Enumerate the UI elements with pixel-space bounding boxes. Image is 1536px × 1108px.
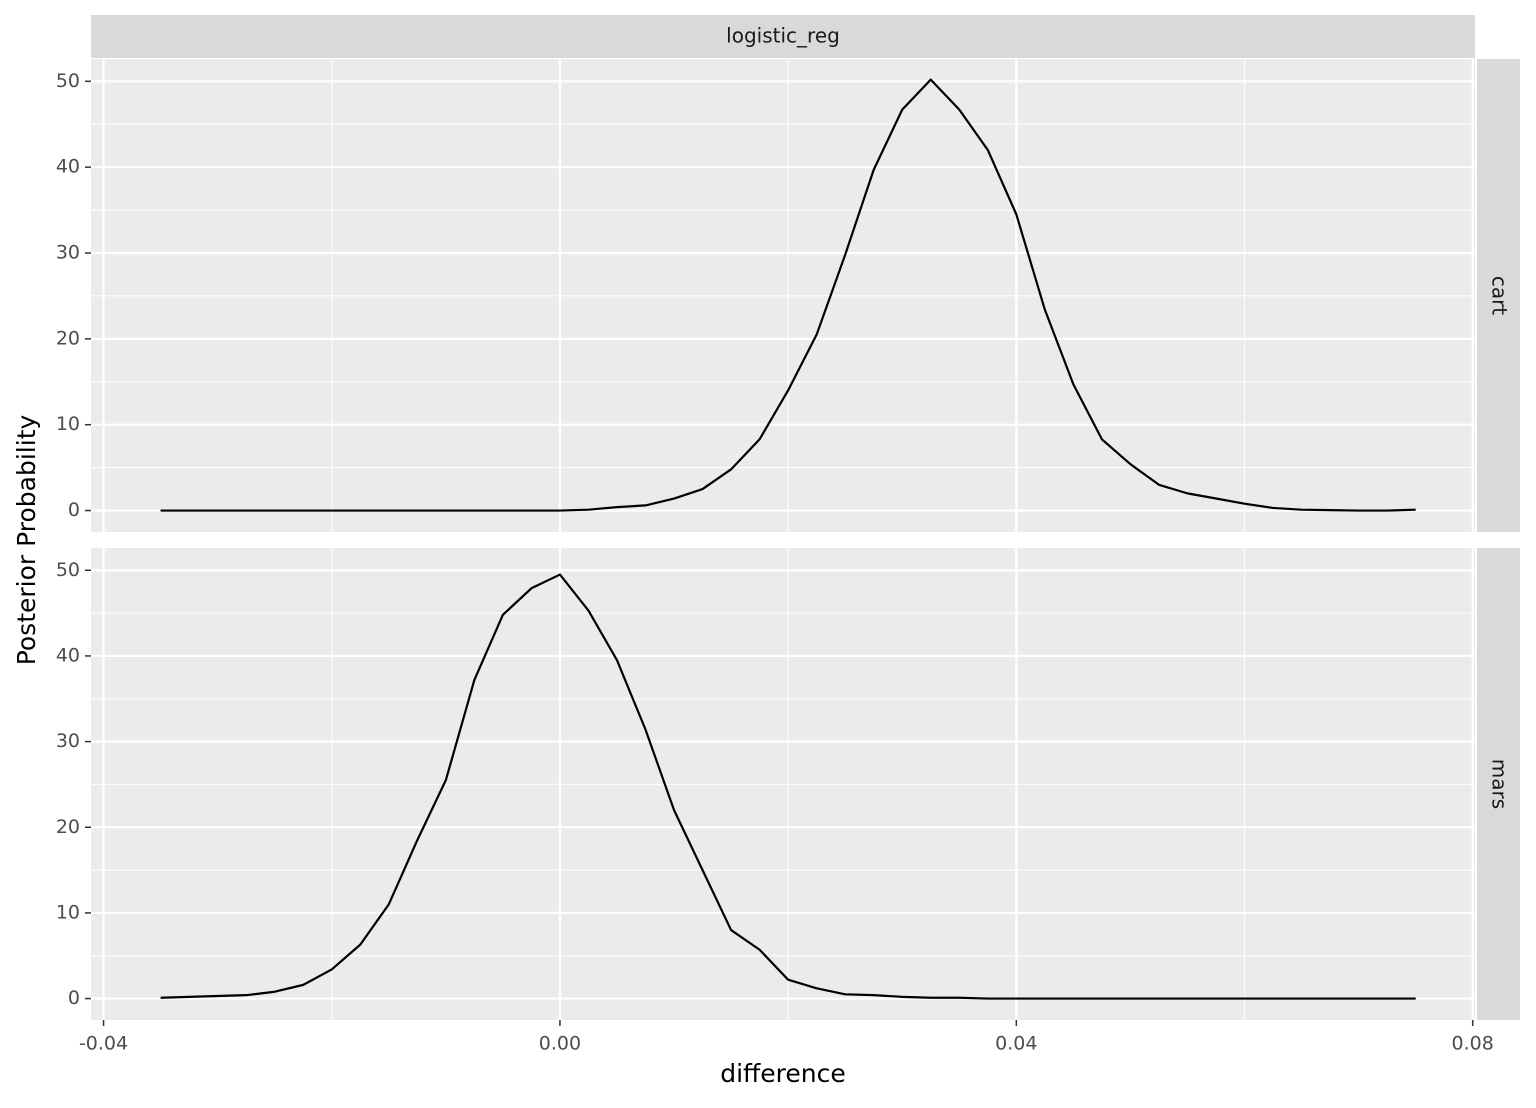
density-line [160,573,1416,1000]
row-strip [1477,548,1520,1020]
y-tick-label: 30 [56,730,80,752]
y-tick-label: 50 [56,559,80,581]
y-tick-label: 10 [56,413,80,435]
y-tick-label: 30 [56,242,80,264]
row-strip [1477,59,1520,532]
y-tick-label: 0 [68,987,80,1009]
density-line [160,78,1416,512]
y-tick-label: 20 [56,327,80,349]
column-strip-label: logistic_reg [726,24,840,48]
y-tick-label: 50 [56,70,80,92]
y-axis-title: Posterior Probability [12,415,41,666]
column-strip [91,15,1475,58]
row-strip-label: mars [1488,759,1512,809]
x-tick-label: 0.04 [995,1033,1037,1055]
row-strip-label: cart [1488,276,1512,315]
x-tick-label: 0.08 [1452,1033,1494,1055]
x-tick-label: -0.04 [79,1033,128,1055]
y-tick-label: 40 [56,156,80,178]
y-tick-label: 40 [56,644,80,666]
y-tick-label: 0 [68,499,80,521]
x-axis-title: difference [720,1059,846,1088]
y-tick-label: 20 [56,816,80,838]
x-tick-label: 0.00 [539,1033,581,1055]
y-tick-label: 10 [56,901,80,923]
